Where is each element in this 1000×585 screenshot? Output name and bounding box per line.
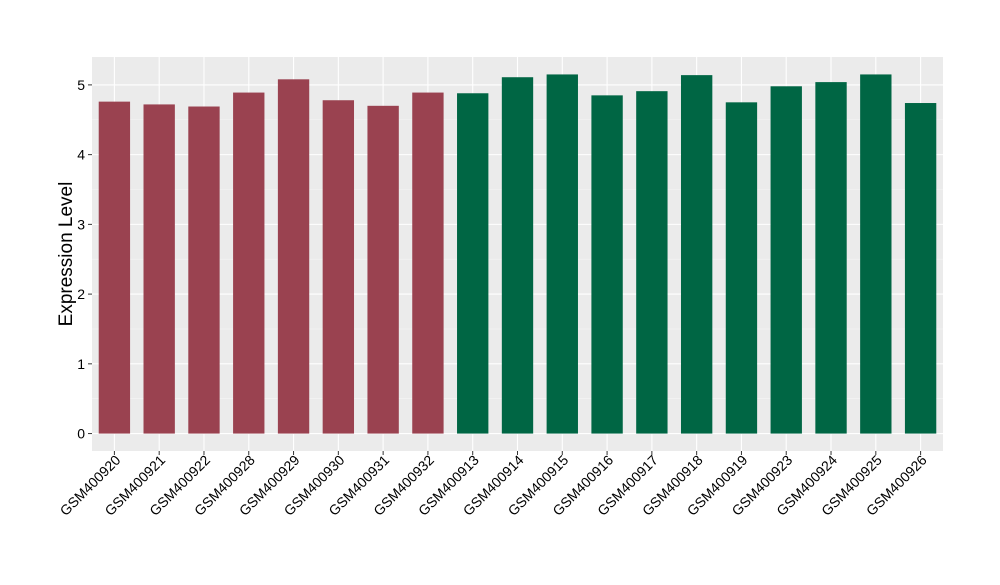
y-axis: 0 1 2 3 4 5 bbox=[77, 77, 92, 442]
bar-GSM400932 bbox=[412, 92, 444, 434]
y-tick-label: 2 bbox=[77, 286, 85, 302]
bars bbox=[98, 74, 937, 434]
bar-GSM400920 bbox=[98, 101, 131, 434]
y-tick-label: 4 bbox=[77, 147, 85, 163]
bar-GSM400922 bbox=[188, 106, 220, 434]
bar-GSM400918 bbox=[680, 75, 713, 434]
bar-GSM400921 bbox=[143, 104, 175, 434]
bar-GSM400931 bbox=[367, 105, 399, 434]
bar-GSM400923 bbox=[770, 86, 802, 434]
y-tick-label: 3 bbox=[77, 216, 85, 232]
bar-GSM400930 bbox=[322, 100, 355, 434]
bar-GSM400914 bbox=[501, 77, 534, 434]
bar-GSM400928 bbox=[233, 92, 265, 434]
bar-GSM400915 bbox=[546, 74, 578, 434]
bar-GSM400913 bbox=[457, 93, 489, 434]
x-axis: GSM400920GSM400921GSM400922GSM400928GSM4… bbox=[57, 451, 930, 519]
bar-GSM400919 bbox=[725, 102, 758, 434]
bar-GSM400926 bbox=[904, 103, 937, 434]
bar-GSM400925 bbox=[860, 74, 892, 434]
y-tick-label: 1 bbox=[77, 356, 85, 372]
y-tick-label: 5 bbox=[77, 77, 85, 93]
bar-GSM400929 bbox=[277, 79, 310, 434]
y-tick-label: 0 bbox=[77, 426, 85, 442]
y-axis-label: Expression Level bbox=[56, 182, 77, 327]
bar-GSM400917 bbox=[636, 91, 668, 434]
bar-GSM400916 bbox=[591, 95, 623, 434]
bar-GSM400924 bbox=[815, 82, 847, 434]
